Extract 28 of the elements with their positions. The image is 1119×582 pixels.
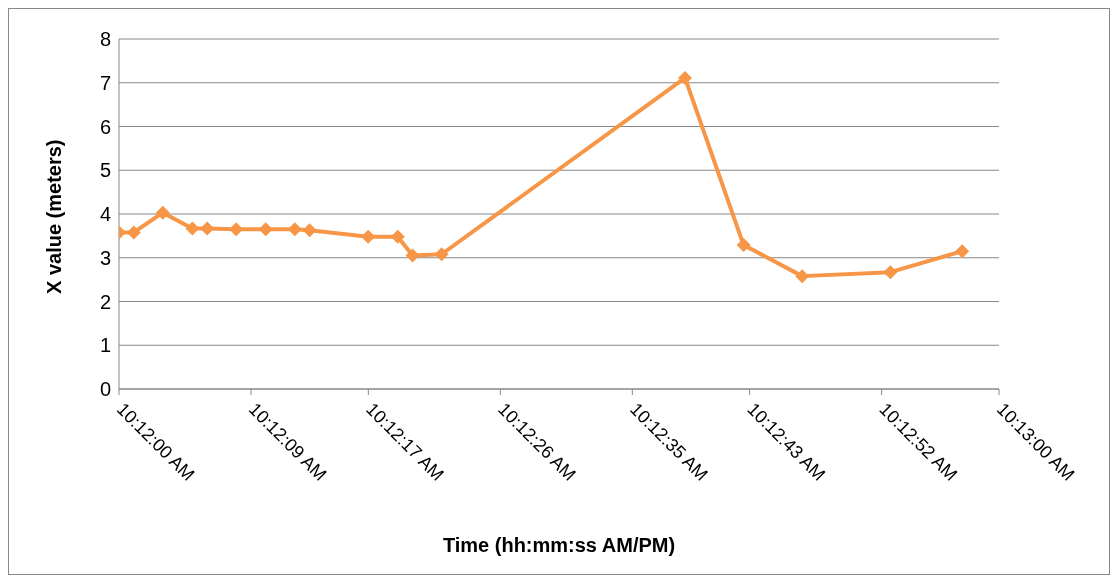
y-tick-label: 5 <box>99 159 111 182</box>
point <box>678 70 692 85</box>
y-axis-title: X value (meters) <box>43 139 66 294</box>
y-tick-label: 3 <box>99 246 111 269</box>
x-axis-title: Time (hh:mm:ss AM/PM) <box>442 534 676 556</box>
point <box>390 229 405 244</box>
point <box>736 238 751 253</box>
point <box>155 205 170 220</box>
point <box>955 244 970 259</box>
point <box>258 222 273 237</box>
y-tick-label: 4 <box>99 203 111 226</box>
y-tick-label: 2 <box>99 290 111 313</box>
point <box>795 269 810 284</box>
y-tick-label: 0 <box>99 378 111 401</box>
y-tick-label: 8 <box>99 28 111 51</box>
point <box>185 221 200 236</box>
y-tick-label: 1 <box>99 334 111 357</box>
y-tick-label: 7 <box>99 71 111 94</box>
point <box>229 222 244 237</box>
point <box>302 223 317 238</box>
point <box>287 222 302 237</box>
point <box>200 221 215 236</box>
point <box>361 229 376 244</box>
point <box>405 248 420 263</box>
y-tick-label: 6 <box>99 115 111 138</box>
point <box>434 247 449 262</box>
point <box>126 225 141 240</box>
point <box>883 265 898 280</box>
